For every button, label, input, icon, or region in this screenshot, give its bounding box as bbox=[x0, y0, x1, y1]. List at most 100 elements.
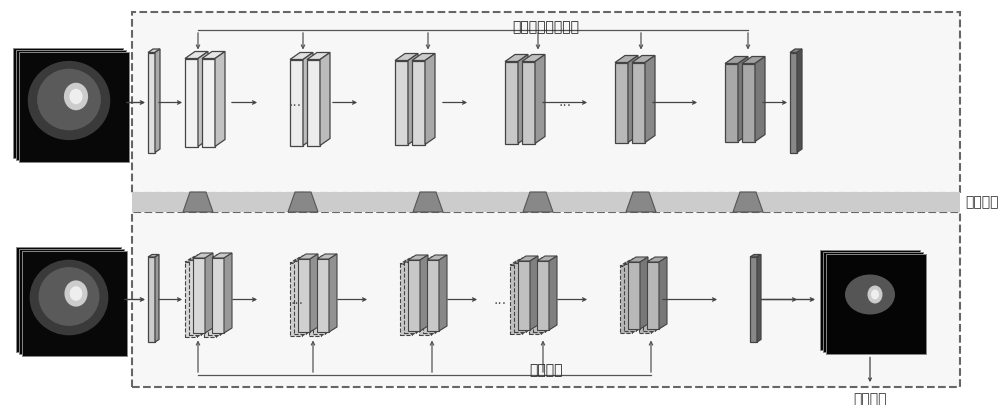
Polygon shape bbox=[639, 261, 659, 266]
Ellipse shape bbox=[868, 286, 883, 303]
Polygon shape bbox=[651, 261, 659, 333]
Polygon shape bbox=[529, 260, 549, 265]
Bar bbox=[16, 49, 126, 160]
Polygon shape bbox=[302, 258, 310, 336]
Polygon shape bbox=[518, 261, 530, 330]
Polygon shape bbox=[208, 255, 228, 260]
Polygon shape bbox=[523, 192, 553, 212]
Bar bbox=[18, 249, 124, 354]
Polygon shape bbox=[725, 57, 748, 64]
Ellipse shape bbox=[69, 89, 83, 104]
Polygon shape bbox=[640, 257, 648, 329]
Polygon shape bbox=[615, 62, 628, 143]
Polygon shape bbox=[408, 53, 418, 145]
Polygon shape bbox=[321, 258, 329, 336]
Polygon shape bbox=[215, 51, 225, 147]
Polygon shape bbox=[419, 264, 431, 335]
Polygon shape bbox=[518, 55, 528, 143]
Text: ...: ... bbox=[290, 292, 304, 307]
Polygon shape bbox=[148, 254, 159, 257]
Polygon shape bbox=[307, 53, 330, 60]
Polygon shape bbox=[526, 258, 534, 332]
Polygon shape bbox=[533, 263, 545, 332]
Polygon shape bbox=[535, 55, 545, 143]
Polygon shape bbox=[185, 262, 197, 337]
Ellipse shape bbox=[845, 275, 895, 315]
Bar bbox=[132, 212, 960, 387]
Polygon shape bbox=[797, 49, 802, 153]
Polygon shape bbox=[193, 258, 205, 333]
Ellipse shape bbox=[64, 83, 88, 110]
Polygon shape bbox=[643, 264, 655, 331]
Polygon shape bbox=[647, 257, 667, 262]
Polygon shape bbox=[624, 259, 644, 264]
Ellipse shape bbox=[37, 69, 101, 130]
Polygon shape bbox=[522, 55, 545, 62]
Polygon shape bbox=[198, 51, 208, 147]
Bar bbox=[820, 249, 920, 350]
Polygon shape bbox=[408, 260, 420, 331]
Polygon shape bbox=[212, 258, 224, 333]
Text: 预训练的教师模型: 预训练的教师模型 bbox=[512, 20, 580, 34]
Polygon shape bbox=[202, 51, 225, 58]
Polygon shape bbox=[400, 259, 420, 264]
Polygon shape bbox=[185, 51, 208, 58]
Polygon shape bbox=[643, 259, 663, 264]
Polygon shape bbox=[290, 53, 313, 60]
Polygon shape bbox=[647, 262, 659, 329]
Polygon shape bbox=[294, 261, 306, 334]
Polygon shape bbox=[303, 53, 313, 145]
Polygon shape bbox=[645, 55, 655, 143]
Polygon shape bbox=[755, 57, 765, 141]
Polygon shape bbox=[148, 49, 160, 53]
Polygon shape bbox=[757, 254, 761, 342]
Polygon shape bbox=[155, 254, 159, 342]
Polygon shape bbox=[549, 256, 557, 330]
Polygon shape bbox=[205, 253, 213, 333]
Polygon shape bbox=[435, 257, 443, 333]
Bar bbox=[823, 252, 923, 352]
Polygon shape bbox=[750, 254, 761, 257]
Polygon shape bbox=[313, 261, 325, 334]
Polygon shape bbox=[155, 49, 160, 153]
Polygon shape bbox=[738, 57, 748, 141]
Ellipse shape bbox=[28, 61, 110, 140]
Text: 学生模型: 学生模型 bbox=[529, 363, 563, 377]
Polygon shape bbox=[290, 258, 310, 263]
Polygon shape bbox=[408, 255, 428, 260]
Polygon shape bbox=[427, 260, 439, 331]
Polygon shape bbox=[189, 260, 201, 335]
Polygon shape bbox=[148, 257, 155, 342]
Polygon shape bbox=[183, 192, 213, 212]
Polygon shape bbox=[636, 259, 644, 331]
Polygon shape bbox=[626, 192, 656, 212]
Polygon shape bbox=[204, 257, 224, 262]
Polygon shape bbox=[655, 259, 663, 331]
Polygon shape bbox=[632, 62, 645, 143]
Bar bbox=[19, 51, 129, 162]
Polygon shape bbox=[725, 64, 738, 141]
Polygon shape bbox=[148, 53, 155, 153]
Text: ...: ... bbox=[558, 96, 572, 109]
Polygon shape bbox=[659, 257, 667, 329]
Ellipse shape bbox=[39, 267, 99, 326]
Polygon shape bbox=[412, 259, 420, 335]
Polygon shape bbox=[620, 266, 632, 333]
Bar bbox=[22, 251, 126, 356]
Ellipse shape bbox=[871, 290, 879, 300]
Text: ...: ... bbox=[288, 96, 302, 109]
Polygon shape bbox=[620, 261, 640, 266]
Polygon shape bbox=[505, 62, 518, 143]
Polygon shape bbox=[628, 262, 640, 329]
Polygon shape bbox=[317, 254, 337, 259]
Polygon shape bbox=[733, 192, 763, 212]
Polygon shape bbox=[537, 256, 557, 261]
Bar bbox=[16, 247, 120, 352]
Polygon shape bbox=[545, 258, 553, 332]
Polygon shape bbox=[298, 254, 318, 259]
Polygon shape bbox=[288, 192, 318, 212]
Text: 分割损失: 分割损失 bbox=[853, 392, 887, 405]
Polygon shape bbox=[309, 263, 321, 336]
Polygon shape bbox=[212, 253, 232, 258]
Bar bbox=[132, 12, 960, 193]
